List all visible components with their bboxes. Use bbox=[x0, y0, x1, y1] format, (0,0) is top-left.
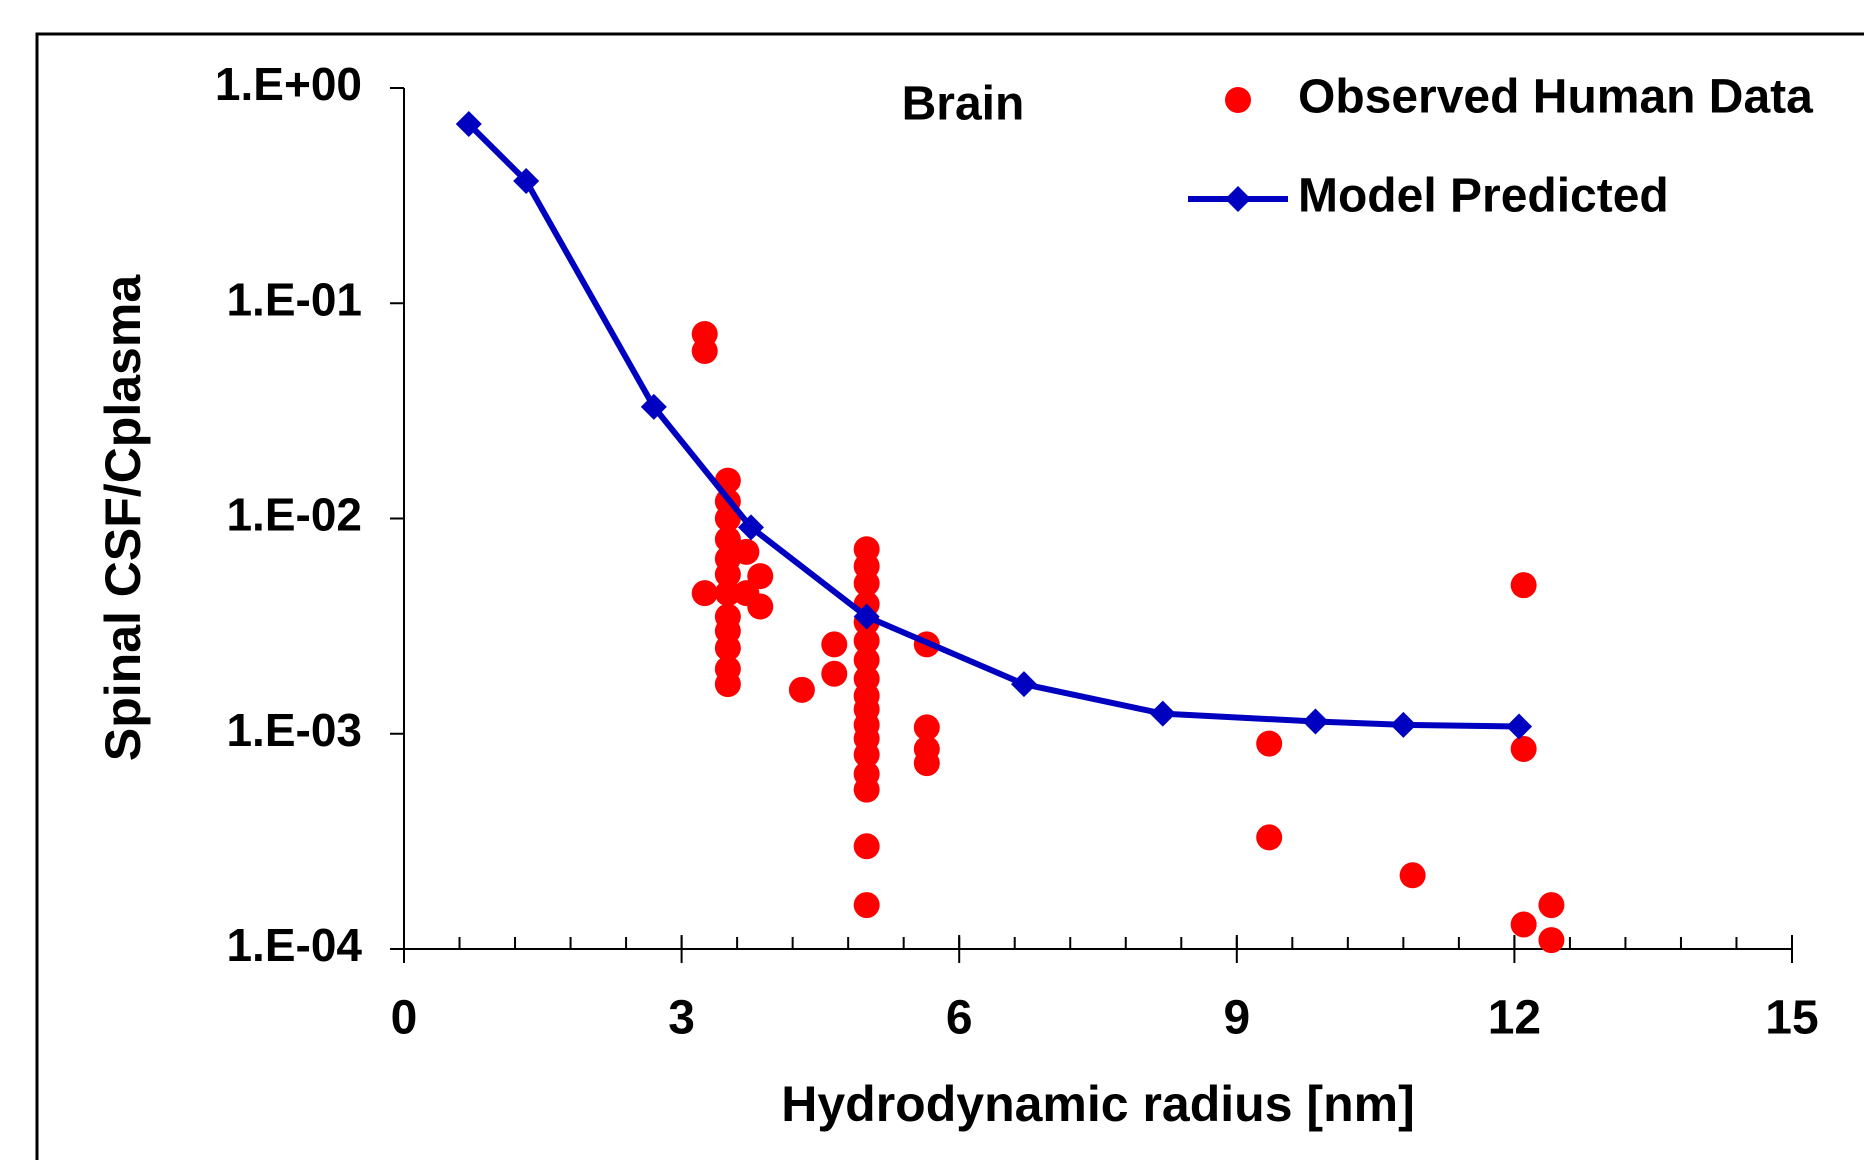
data-point bbox=[853, 647, 880, 674]
data-point bbox=[747, 563, 774, 590]
data-point bbox=[853, 892, 880, 919]
data-point bbox=[714, 671, 741, 698]
data-point bbox=[1538, 927, 1565, 954]
model-marker bbox=[853, 603, 880, 630]
y-tick-label: 1.E-04 bbox=[226, 919, 362, 971]
data-point bbox=[788, 676, 815, 703]
data-point bbox=[853, 776, 880, 803]
data-point bbox=[913, 750, 940, 777]
data-point bbox=[714, 580, 741, 607]
chart-title: Brain bbox=[902, 78, 1025, 131]
model-marker bbox=[738, 514, 764, 541]
data-point bbox=[913, 714, 940, 741]
chart-frame bbox=[35, 32, 1864, 1160]
y-tick-label: 1.E+00 bbox=[215, 58, 362, 110]
data-point bbox=[1256, 730, 1283, 757]
data-point bbox=[853, 833, 880, 860]
y-axis-label: Spinal CSF/Cplasma bbox=[95, 274, 151, 761]
model-line bbox=[466, 121, 1520, 730]
legend-marker bbox=[1225, 186, 1251, 212]
data-point bbox=[1256, 824, 1283, 851]
y-tick-label: 1.E-02 bbox=[226, 489, 362, 541]
model-marker bbox=[1149, 700, 1176, 727]
y-tick-label: 1.E-03 bbox=[226, 704, 362, 756]
x-tick-label: 3 bbox=[668, 992, 695, 1045]
x-tick-label: 6 bbox=[946, 992, 973, 1045]
data-point bbox=[821, 660, 848, 687]
y-tick-label: 1.E-01 bbox=[226, 273, 362, 325]
data-point bbox=[853, 627, 880, 654]
legend-label: Observed Human Data bbox=[1298, 71, 1813, 124]
model-marker bbox=[1010, 671, 1037, 698]
data-point bbox=[1399, 862, 1426, 889]
data-point bbox=[691, 338, 718, 365]
data-point bbox=[1510, 735, 1537, 762]
data-point bbox=[747, 593, 774, 620]
model-marker bbox=[1390, 711, 1417, 738]
data-point bbox=[691, 580, 718, 607]
x-tick-label: 0 bbox=[391, 992, 418, 1045]
legend-label: Model Predicted bbox=[1298, 170, 1669, 223]
data-point bbox=[714, 526, 741, 553]
data-point bbox=[853, 570, 880, 597]
data-point bbox=[714, 635, 741, 662]
legend-marker bbox=[1225, 87, 1251, 113]
model-marker bbox=[513, 167, 540, 194]
x-tick-label: 9 bbox=[1223, 992, 1250, 1045]
data-point bbox=[714, 561, 741, 588]
data-point bbox=[733, 538, 760, 565]
data-point bbox=[853, 741, 880, 768]
data-point bbox=[714, 505, 741, 532]
x-tick-label: 15 bbox=[1765, 992, 1818, 1045]
model-marker bbox=[1506, 713, 1533, 740]
model-marker bbox=[1302, 708, 1329, 735]
x-tick-label: 12 bbox=[1488, 992, 1541, 1045]
data-point bbox=[821, 631, 848, 658]
data-point bbox=[1510, 572, 1537, 599]
model-marker bbox=[640, 393, 667, 420]
x-axis-label: Hydrodynamic radius [nm] bbox=[781, 1076, 1414, 1132]
data-point bbox=[1510, 911, 1537, 938]
data-point bbox=[1538, 892, 1565, 919]
model-marker bbox=[455, 111, 482, 138]
